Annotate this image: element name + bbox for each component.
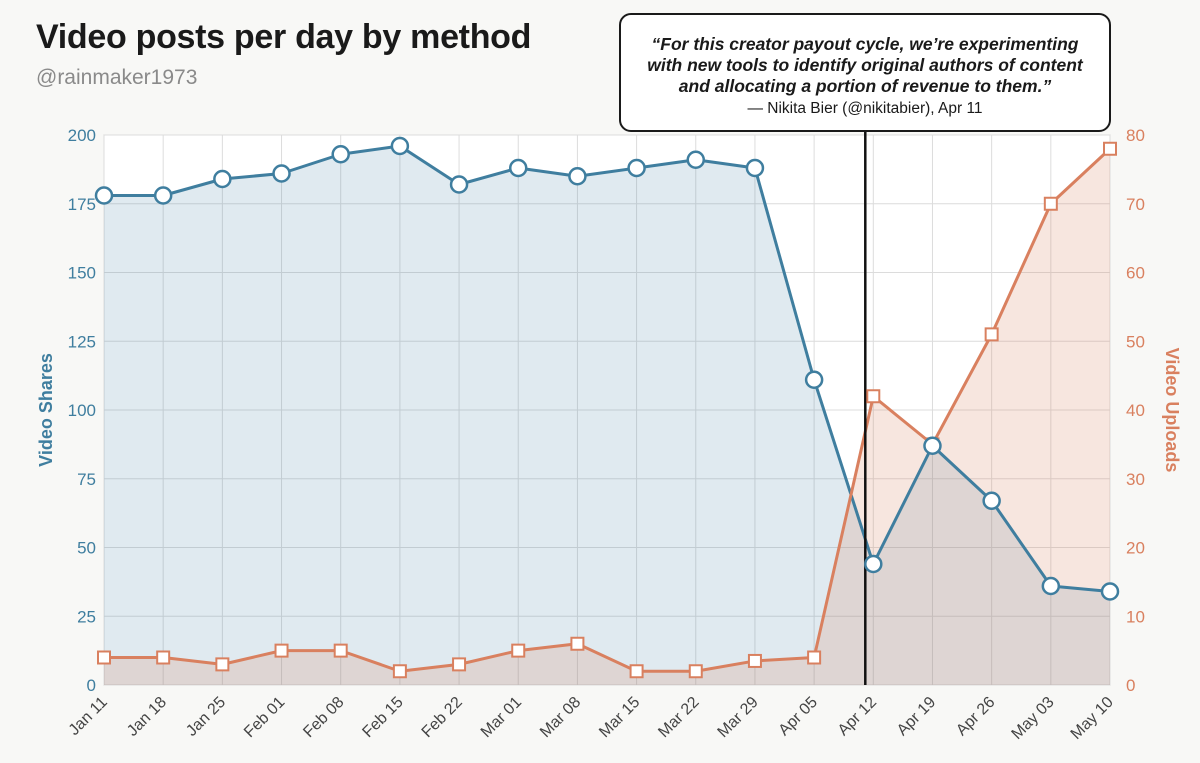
- video-uploads-point: [1043, 196, 1058, 211]
- video-uploads-point: [452, 657, 467, 672]
- video-shares-point: [153, 186, 173, 205]
- x-tick-label: Jan 25: [183, 694, 229, 740]
- video-shares-point: [1041, 576, 1061, 596]
- video-uploads-area: [104, 148, 1110, 685]
- video-uploads-point: [215, 657, 230, 672]
- x-tick-label: Apr 26: [953, 694, 998, 739]
- video-shares-point: [390, 136, 410, 156]
- right-tick-label: 0: [1126, 676, 1135, 695]
- x-tick-label: Jan 11: [66, 694, 111, 739]
- grid: [103, 134, 1111, 686]
- x-tick-label: Apr 05: [776, 694, 821, 739]
- right-axis-title: Video Uploads: [1162, 348, 1182, 473]
- video-uploads-point: [1103, 141, 1117, 156]
- x-tick-label: May 03: [1009, 694, 1058, 743]
- video-uploads-point: [866, 389, 881, 404]
- quote-annotation: “For this creator payout cycle, we’re ex…: [619, 13, 1111, 132]
- video-uploads-line: [104, 147, 1112, 673]
- video-uploads-point: [97, 650, 111, 665]
- right-tick-label: 20: [1126, 539, 1145, 558]
- right-tick-label: 50: [1126, 332, 1145, 351]
- video-shares-line: [104, 144, 1111, 593]
- video-uploads-point: [984, 327, 999, 342]
- x-tick-label: May 10: [1068, 694, 1117, 743]
- x-tick-label: Feb 08: [300, 694, 347, 741]
- video-shares-point: [272, 164, 291, 183]
- video-shares-area: [104, 146, 1110, 685]
- left-tick-label: 125: [68, 332, 96, 351]
- x-tick-label: Jan 18: [124, 694, 170, 740]
- left-axis-title: Video Shares: [36, 353, 56, 467]
- right-tick-label: 60: [1126, 264, 1145, 283]
- left-tick-label: 25: [77, 607, 96, 626]
- quote-text: “For this creator payout cycle, we’re ex…: [647, 34, 1083, 96]
- video-shares-point: [686, 150, 706, 169]
- left-tick-label: 175: [68, 195, 96, 214]
- right-tick-label: 70: [1126, 195, 1145, 214]
- right-tick-label: 40: [1126, 401, 1145, 420]
- video-shares-point: [449, 175, 469, 194]
- video-shares-point: [331, 145, 350, 164]
- video-uploads-point: [333, 643, 348, 658]
- video-uploads-point: [688, 664, 703, 679]
- left-tick-label: 50: [77, 539, 96, 558]
- series-areas: [104, 146, 1110, 685]
- series-lines: [104, 144, 1112, 673]
- right-tick-label: 30: [1126, 470, 1145, 489]
- x-tick-label: Mar 01: [478, 694, 525, 741]
- video-uploads-point: [629, 664, 644, 679]
- video-uploads-point: [156, 650, 171, 665]
- x-tick-label: Apr 12: [835, 694, 880, 739]
- left-tick-label: 150: [68, 264, 96, 283]
- quote-attribution: — Nikita Bier (@nikitabier), Apr 11: [747, 100, 983, 117]
- video-uploads-point: [570, 636, 585, 651]
- video-uploads-point: [274, 643, 289, 658]
- video-shares-point: [94, 186, 114, 205]
- chart-title: Video posts per day by method: [36, 18, 532, 56]
- video-shares-point: [1100, 582, 1120, 601]
- x-tick-label: Mar 22: [655, 694, 702, 741]
- left-tick-label: 100: [68, 401, 96, 420]
- x-tick-label: Feb 22: [419, 694, 466, 741]
- chart-subtitle: @rainmaker1973: [36, 66, 198, 89]
- video-shares-point: [804, 370, 824, 389]
- video-shares-point: [213, 169, 232, 189]
- video-uploads-point: [392, 664, 407, 679]
- video-uploads-point: [807, 650, 822, 665]
- video-uploads-point: [511, 643, 526, 658]
- right-tick-label: 10: [1126, 607, 1145, 626]
- video-shares-point: [982, 491, 1001, 510]
- x-tick-label: Feb 15: [359, 694, 406, 741]
- left-tick-label: 0: [87, 676, 96, 695]
- video-shares-point: [923, 436, 942, 455]
- x-tick-label: Mar 15: [596, 694, 643, 741]
- x-tick-label: Feb 01: [241, 694, 288, 741]
- x-tick-label: Mar 29: [715, 694, 762, 741]
- video-shares-point: [627, 158, 646, 178]
- left-tick-label: 75: [77, 470, 96, 489]
- left-tick-label: 200: [68, 126, 96, 145]
- video-shares-point: [864, 554, 883, 574]
- x-tick-label: Mar 08: [537, 694, 584, 741]
- video-shares-point: [568, 167, 587, 186]
- video-shares-point: [508, 158, 528, 178]
- right-tick-label: 80: [1126, 126, 1145, 145]
- x-tick-label: Apr 19: [894, 694, 939, 739]
- video-shares-point: [745, 158, 765, 178]
- video-uploads-point: [747, 653, 762, 668]
- series-points: [94, 136, 1120, 679]
